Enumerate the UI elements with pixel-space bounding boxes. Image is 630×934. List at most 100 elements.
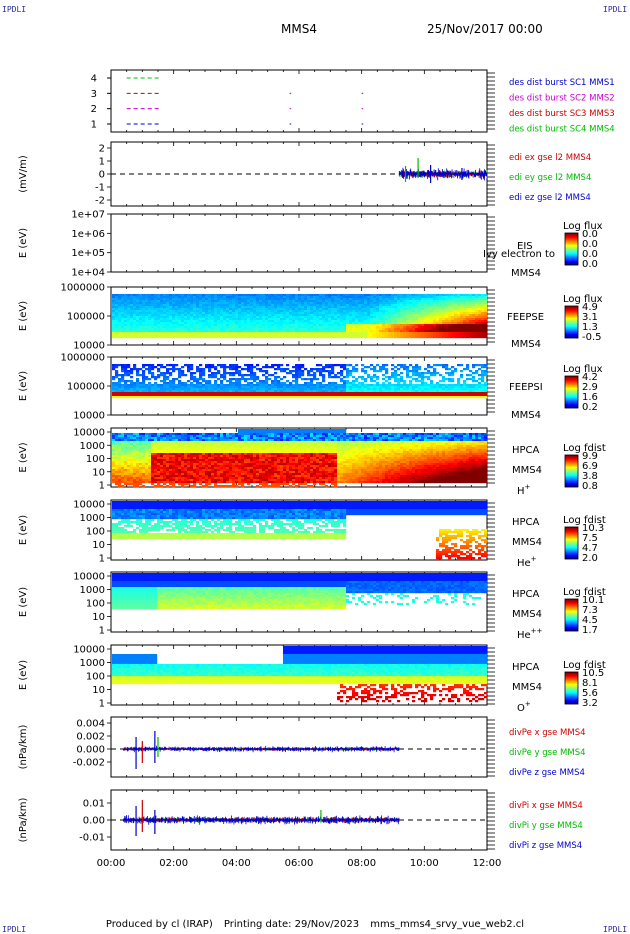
spectro-pixel [475, 392, 479, 395]
spectro-pixel [457, 382, 461, 385]
spectro-pixel [313, 322, 317, 325]
spectro-pixel [403, 328, 407, 331]
spectro-pixel [169, 334, 173, 337]
spectro-pixel [334, 390, 338, 393]
spectro-pixel [175, 364, 179, 367]
spectro-pixel [367, 392, 371, 395]
spectro-pixel [394, 294, 398, 297]
spectro-pixel [466, 326, 470, 329]
spectro-pixel [190, 318, 194, 321]
spectro-pixel [352, 314, 356, 317]
spectro-pixel [394, 298, 398, 301]
spectro-pixel [214, 310, 218, 313]
spectro-pixel [451, 332, 455, 335]
spectro-pixel [463, 314, 467, 317]
spectro-pixel [142, 326, 146, 329]
spectro-pixel [259, 314, 263, 317]
spectro-pixel [352, 336, 356, 339]
spectro-pixel [154, 320, 158, 323]
colorbar-cell [565, 392, 578, 394]
spectro-pixel [190, 364, 194, 367]
spectro-pixel [274, 368, 278, 371]
spectro-pixel [265, 372, 269, 375]
spectro-pixel [217, 300, 221, 303]
spectro-pixel [346, 372, 350, 375]
colorbar-cell [565, 336, 578, 338]
y-tick-label: 4 [91, 74, 97, 85]
spectro-pixel [316, 364, 320, 367]
colorbar-cell [565, 312, 578, 314]
spectro-pixel [253, 388, 257, 391]
spectro-pixel [277, 332, 281, 335]
spectro-pixel [136, 310, 140, 313]
spectro-pixel [460, 316, 464, 319]
spectro-pixel [166, 296, 170, 299]
spectro-pixel [208, 390, 212, 393]
y-tick-label: -0.01 [79, 833, 105, 844]
spectro-pixel [190, 396, 194, 399]
spectro-pixel [238, 366, 242, 369]
spectro-pixel [442, 366, 446, 369]
spectro-pixel [415, 318, 419, 321]
spectro-pixel [379, 306, 383, 309]
spectro-pixel [157, 312, 161, 315]
spectro-pixel [427, 336, 431, 339]
spectro-pixel [271, 310, 275, 313]
spectro-pixel [430, 302, 434, 305]
spectro-pixel [328, 382, 332, 385]
spectro-pixel [388, 384, 392, 387]
spectro-pixel [460, 332, 464, 335]
spectro-pixel [415, 386, 419, 389]
spectro-pixel [385, 372, 389, 375]
spectro-pixel [184, 308, 188, 311]
spectro-pixel [412, 384, 416, 387]
spectro-pixel [274, 326, 278, 329]
spectro-pixel [397, 388, 401, 391]
spectro-pixel [463, 298, 467, 301]
spectro-pixel [151, 298, 155, 301]
spectro-pixel [403, 316, 407, 319]
spectro-pixel [250, 332, 254, 335]
spectro-pixel [151, 334, 155, 337]
spectro-pixel [481, 324, 485, 327]
spectro-pixel [451, 318, 455, 321]
spectro-pixel [415, 334, 419, 337]
spectro-pixel [319, 394, 323, 397]
spectro-pixel [169, 392, 173, 395]
spectro-pixel [133, 396, 137, 399]
colorbar-cell [565, 388, 578, 390]
spectro-pixel [457, 378, 461, 381]
spectro-pixel [193, 318, 197, 321]
spectro-pixel [160, 314, 164, 317]
spectro-pixel [313, 324, 317, 327]
spectro-pixel [256, 306, 260, 309]
spectro-pixel [322, 380, 326, 383]
spectro-pixel [241, 310, 245, 313]
y-tick-label: -0.002 [73, 758, 105, 769]
spectro-pixel [280, 324, 284, 327]
spectro-pixel [175, 332, 179, 335]
spectro-pixel [307, 300, 311, 303]
spectro-pixel [295, 386, 299, 389]
spectro-pixel [184, 392, 188, 395]
spectro-pixel [256, 332, 260, 335]
spectro-pixel [304, 392, 308, 395]
spectro-pixel [220, 314, 224, 317]
spectro-pixel [115, 382, 119, 385]
spectro-pixel [382, 332, 386, 335]
spectro-pixel [418, 396, 422, 399]
spectro-pixel [370, 378, 374, 381]
spectro-pixel [421, 394, 425, 397]
spectro-pixel [469, 386, 473, 389]
spectro-pixel [259, 300, 263, 303]
spectro-pixel [361, 334, 365, 337]
spectro-pixel [115, 312, 119, 315]
spectro-pixel [325, 328, 329, 331]
spectro-pixel [340, 328, 344, 331]
spectro-pixel [319, 336, 323, 339]
spectro-pixel [484, 394, 488, 397]
spectro-pixel [112, 332, 116, 335]
spectro-pixel [430, 396, 434, 399]
spectro-pixel [277, 322, 281, 325]
spectro-pixel [421, 308, 425, 311]
